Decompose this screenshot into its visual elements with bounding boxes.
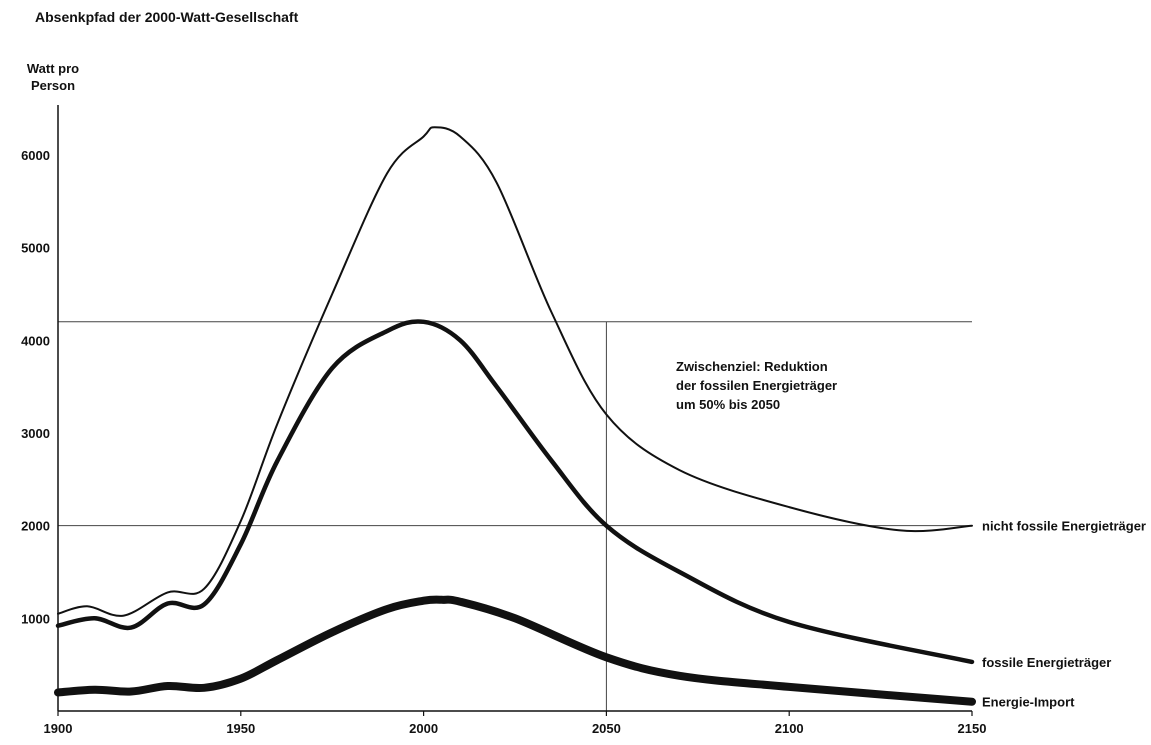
x-tick-label-1950: 1950 xyxy=(226,721,255,736)
series-label-nicht-fossile-energietr-ger: nicht fossile Energieträger xyxy=(982,519,1146,534)
y-tick-label-6000: 6000 xyxy=(21,148,50,163)
annotation-line-2: der fossilen Energieträger xyxy=(676,378,837,393)
series-lines xyxy=(54,126,976,706)
annotation: Zwischenziel: Reduktion der fossilen Ene… xyxy=(676,359,837,412)
y-tick-label-2000: 2000 xyxy=(21,519,50,534)
tick-labels: 1900 1950 2000 2050 2100 2150 1000 2000 3000 4000… xyxy=(21,148,986,736)
x-tick-label-2150: 2150 xyxy=(958,721,987,736)
y-tick-label-3000: 3000 xyxy=(21,426,50,441)
series-line-fossile-energietr-ger xyxy=(55,319,975,665)
x-tick-label-2050: 2050 xyxy=(592,721,621,736)
series-label-energie-import: Energie-Import xyxy=(982,695,1075,710)
series-label-fossile-energietr-ger: fossile Energieträger xyxy=(982,655,1111,670)
series-line-nicht-fossile-energietr-ger xyxy=(57,126,973,617)
x-tick-label-1900: 1900 xyxy=(44,721,73,736)
y-axis-title-line-1: Watt pro xyxy=(27,61,79,76)
series-labels: nicht fossile Energieträger fossile Energ… xyxy=(982,519,1146,710)
annotation-line-1: Zwischenziel: Reduktion xyxy=(676,359,828,374)
y-tick-label-1000: 1000 xyxy=(21,611,50,626)
y-axis-title-line-2: Person xyxy=(31,78,75,93)
reference-lines xyxy=(58,321,972,711)
y-tick-label-4000: 4000 xyxy=(21,333,50,348)
chart-title: Absenkpfad der 2000-Watt-Gesellschaft xyxy=(35,9,299,25)
y-tick-label-5000: 5000 xyxy=(21,241,50,256)
x-tick-label-2000: 2000 xyxy=(409,721,438,736)
series-line-energie-import xyxy=(54,595,976,706)
x-tick-label-2100: 2100 xyxy=(775,721,804,736)
axes xyxy=(57,105,973,716)
annotation-line-3: um 50% bis 2050 xyxy=(676,397,780,412)
